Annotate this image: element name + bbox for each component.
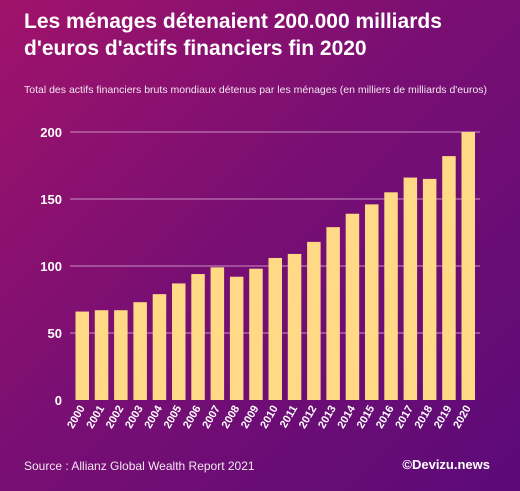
x-tick-label-2012: 2012 [297,404,320,431]
bar-2018 [422,178,437,400]
x-axis-ticks: 2000200120022003200420052006200720082009… [65,403,474,431]
title-line-1: Les ménages détenaient 200.000 milliards [24,10,442,33]
bar-2017 [403,177,418,400]
x-tick-label-2018: 2018 [413,404,436,431]
bar-2000 [75,311,89,400]
x-tick-label-2014: 2014 [335,403,358,431]
y-tick-label: 100 [40,259,62,274]
x-tick-label-2002: 2002 [104,404,127,431]
source-note: Source : Allianz Global Wealth Report 20… [24,459,255,473]
x-tick-label-2007: 2007 [200,404,223,431]
bar-2008 [229,276,244,400]
x-tick-label-2015: 2015 [355,404,378,431]
y-tick-label: 200 [40,125,62,140]
bar-2019 [442,156,456,400]
x-tick-label-2016: 2016 [374,404,397,431]
bar-2013 [326,227,340,400]
bar-2007 [210,267,225,400]
bar-2020 [461,132,475,400]
x-tick-label-2005: 2005 [162,404,185,431]
chart-title: Les ménages détenaient 200.000 milliards… [24,8,504,62]
brand-credit: ©Devizu.news [402,457,490,472]
bar-2003 [133,302,147,400]
x-tick-label-2001: 2001 [85,404,108,431]
x-tick-label-2009: 2009 [239,404,262,431]
x-tick-label-2008: 2008 [220,404,243,431]
x-tick-label-2004: 2004 [142,403,165,431]
bar-2005 [172,283,186,400]
bar-2001 [94,310,109,400]
x-tick-label-2017: 2017 [393,404,416,431]
bar-2002 [114,310,128,400]
bar-2009 [249,268,263,400]
x-tick-label-2006: 2006 [181,404,204,431]
x-tick-label-2011: 2011 [278,404,300,431]
y-axis-ticks: 0 50 100 150 200 [40,125,62,408]
bar-2004 [152,294,167,400]
y-tick-label: 0 [55,393,62,408]
x-tick-label-2003: 2003 [123,404,146,431]
y-tick-label: 150 [40,192,62,207]
x-tick-label-2020: 2020 [451,404,474,431]
bar-2011 [287,253,302,400]
x-tick-label-2019: 2019 [432,404,455,431]
x-tick-label-2013: 2013 [316,404,339,431]
x-tick-label-2010: 2010 [258,404,281,431]
bar-2010 [268,257,282,400]
x-tick-label-2000: 2000 [65,404,88,431]
chart-subtitle: Total des actifs financiers bruts mondia… [24,84,488,96]
y-tick-label: 50 [48,326,62,341]
bar-2012 [307,241,321,400]
bar-2006 [191,274,205,400]
bars [75,132,475,400]
title-line-2: d'euros d'actifs financiers fin 2020 [24,37,367,60]
bar-2016 [384,192,398,400]
bar-2015 [365,204,379,400]
bar-2014 [345,213,360,400]
